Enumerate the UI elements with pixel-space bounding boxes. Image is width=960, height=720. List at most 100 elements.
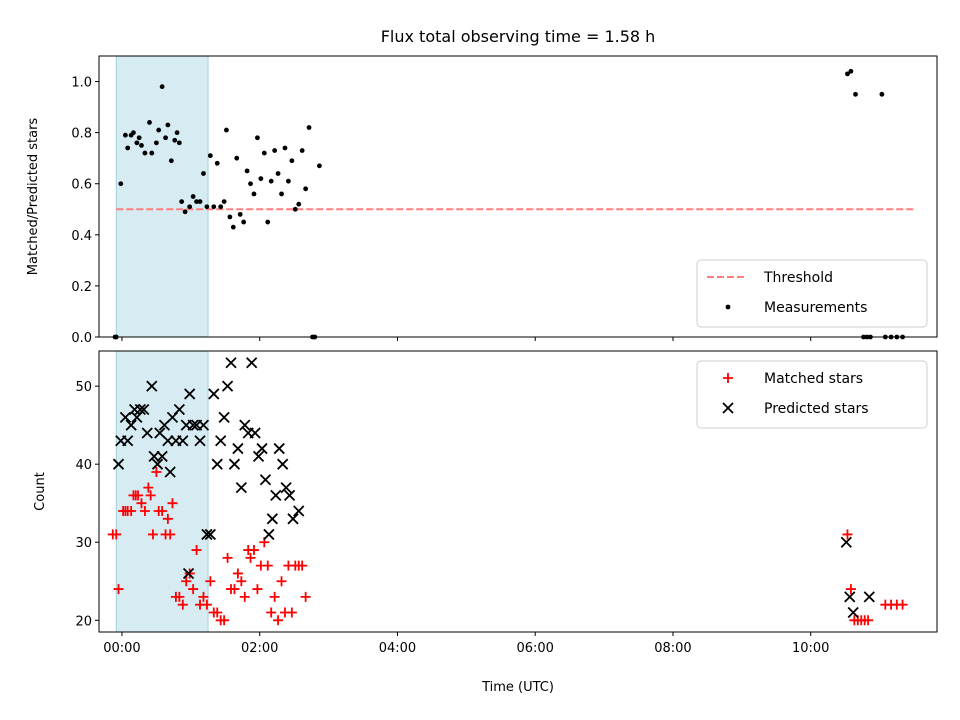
measurement-point bbox=[848, 68, 854, 74]
predicted-star-point bbox=[215, 435, 227, 447]
measurement-point bbox=[282, 145, 288, 151]
matched-star-point bbox=[205, 576, 216, 587]
measurement-point bbox=[136, 135, 142, 141]
matched-star-point bbox=[145, 490, 156, 501]
measurement-point bbox=[207, 153, 213, 159]
x-tick-label: 06:00 bbox=[516, 641, 553, 656]
measurement-point bbox=[241, 219, 247, 225]
predicted-star-point bbox=[263, 528, 275, 541]
matched-star-point bbox=[239, 591, 250, 602]
y-tick-label: 20 bbox=[75, 614, 92, 629]
measurement-point bbox=[131, 130, 136, 136]
ratio-legend: Threshold Measurements bbox=[696, 259, 928, 328]
measurement-point bbox=[153, 140, 159, 146]
matched-star-point bbox=[252, 584, 263, 595]
measurement-point bbox=[317, 163, 322, 169]
predicted-star-point bbox=[164, 466, 176, 478]
measurement-point bbox=[227, 214, 233, 220]
matched-star-point bbox=[266, 607, 277, 618]
predicted-star-point bbox=[287, 513, 299, 525]
matched-star-point bbox=[136, 498, 147, 509]
time-x-axis-label: Time (UTC) bbox=[481, 680, 554, 695]
predicted-star-point bbox=[122, 435, 134, 447]
count-marks bbox=[107, 357, 908, 626]
matched-star-point bbox=[147, 529, 158, 540]
predicted-star-point bbox=[125, 419, 137, 431]
predicted-star-point bbox=[156, 450, 168, 463]
predicted-star-point bbox=[232, 442, 244, 455]
count-x-ticks: 00:00 02:00 04:00 06:00 08:00 10:00 bbox=[103, 632, 829, 656]
measurement-point bbox=[125, 145, 131, 151]
count-panel: 00:00 02:00 04:00 06:00 08:00 10:00 20304050 … bbox=[33, 350, 938, 695]
matched-star-point bbox=[167, 498, 178, 509]
predicted-star-point bbox=[208, 388, 220, 400]
x-tick-label: 00:00 bbox=[103, 641, 140, 656]
matched-star-point bbox=[126, 506, 137, 517]
measurement-point bbox=[197, 199, 203, 205]
predicted-star-point bbox=[863, 591, 875, 603]
predicted-star-point bbox=[194, 435, 206, 447]
matched-star-point bbox=[236, 576, 247, 587]
matched-star-point bbox=[300, 591, 311, 602]
predicted-star-point bbox=[256, 442, 268, 455]
y-tick-label: 50 bbox=[75, 380, 92, 395]
matched-star-point bbox=[198, 591, 209, 602]
measurement-point bbox=[296, 201, 302, 207]
matched-star-point bbox=[165, 529, 176, 540]
matched-star-point bbox=[863, 615, 874, 626]
matched-star-point bbox=[157, 506, 168, 517]
legend-predicted-swatch bbox=[722, 402, 734, 414]
measurement-point bbox=[268, 178, 274, 184]
measurement-point bbox=[251, 191, 257, 197]
matched-star-point bbox=[222, 552, 233, 563]
measurement-point bbox=[853, 91, 858, 97]
measurement-point bbox=[845, 71, 850, 77]
predicted-star-point bbox=[173, 403, 185, 416]
matched-star-point bbox=[248, 545, 259, 556]
predicted-star-point bbox=[228, 458, 241, 470]
matched-star-point bbox=[269, 591, 280, 602]
measurement-point bbox=[190, 194, 196, 199]
x-tick-label: 10:00 bbox=[792, 641, 829, 656]
matched-star-point bbox=[286, 607, 297, 618]
legend-measurement-swatch bbox=[725, 304, 731, 310]
measurement-point bbox=[214, 160, 220, 166]
y-tick-label: 0.0 bbox=[71, 331, 92, 346]
measurement-point bbox=[286, 178, 291, 184]
measurement-point bbox=[879, 91, 885, 97]
matched-star-point bbox=[262, 560, 273, 571]
measurement-point bbox=[147, 120, 152, 125]
matched-star-point bbox=[151, 466, 162, 477]
predicted-star-point bbox=[182, 567, 195, 580]
predicted-star-point bbox=[844, 591, 856, 603]
predicted-star-point bbox=[293, 505, 305, 517]
measurement-point bbox=[156, 127, 162, 133]
measurement-point bbox=[168, 158, 174, 164]
measurement-point bbox=[279, 191, 284, 197]
measurement-point bbox=[303, 186, 309, 192]
measurement-point bbox=[172, 137, 178, 143]
matched-star-point bbox=[133, 490, 144, 501]
predicted-star-point bbox=[112, 458, 125, 470]
matched-star-point bbox=[212, 607, 223, 618]
matched-star-point bbox=[113, 584, 124, 595]
predicted-star-point bbox=[146, 380, 158, 392]
matched-star-point bbox=[276, 576, 287, 587]
count-y-ticks: 20 30 40 50 bbox=[75, 380, 99, 629]
measurement-point bbox=[118, 181, 124, 187]
predicted-star-point bbox=[249, 427, 261, 439]
measurement-point bbox=[139, 143, 144, 148]
measurement-point bbox=[182, 209, 188, 215]
measurement-point bbox=[123, 132, 128, 138]
predicted-star-point bbox=[151, 458, 164, 470]
measurement-point bbox=[299, 148, 305, 153]
y-tick-label: 40 bbox=[75, 458, 92, 473]
legend-label: Predicted stars bbox=[764, 401, 869, 417]
legend-label: Measurements bbox=[764, 300, 867, 316]
matched-star-point bbox=[232, 568, 243, 579]
ratio-x-ticks bbox=[121, 337, 812, 341]
measurement-point bbox=[237, 211, 243, 217]
measurement-point bbox=[244, 168, 250, 174]
measurement-point bbox=[204, 204, 210, 210]
predicted-star-point bbox=[847, 606, 859, 619]
